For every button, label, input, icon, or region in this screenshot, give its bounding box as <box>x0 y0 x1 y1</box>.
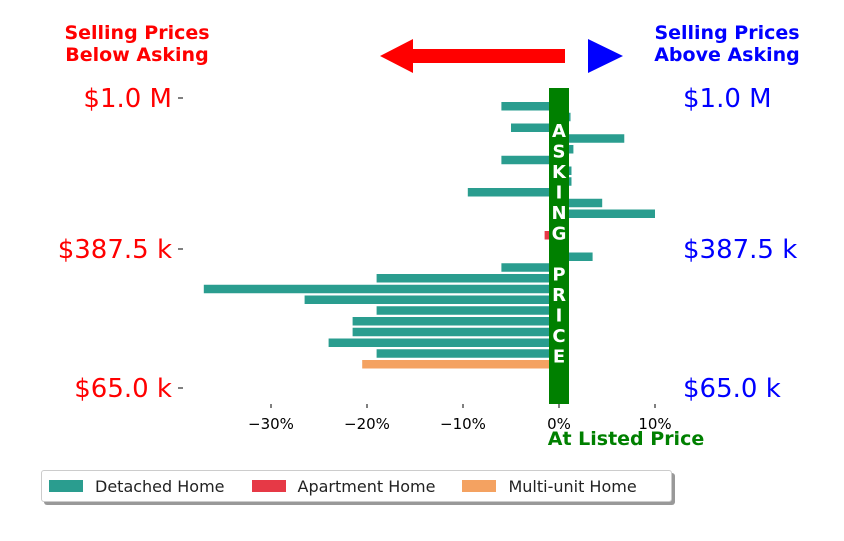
left-arrow-icon <box>380 39 565 73</box>
x-tick-label-4: 10% <box>638 415 671 433</box>
bar-23 <box>376 349 559 358</box>
bar-3 <box>559 134 625 143</box>
legend-item-1: Apartment Home <box>251 476 436 496</box>
legend-item-0: Detached Home <box>49 477 225 496</box>
bar-15 <box>501 263 559 272</box>
bar-20 <box>352 317 559 326</box>
band-letter-7: P <box>552 265 565 286</box>
legend-swatch-2 <box>462 480 497 492</box>
bar-5 <box>501 155 559 165</box>
band-letter-5: G <box>552 224 567 245</box>
bar-0 <box>501 102 559 111</box>
header-below-asking: Selling Prices Below Asking <box>40 22 234 66</box>
legend-label-2: Multi-unit Home <box>508 476 637 496</box>
bar-8 <box>467 188 559 197</box>
legend: Detached Home Apartment Home Multi-unit Ho… <box>41 470 672 502</box>
bar-17 <box>203 284 560 294</box>
header-below-asking-line1: Selling Prices <box>64 22 210 44</box>
legend-label-0: Detached Home <box>95 476 225 496</box>
x-tick-label-0: −30% <box>248 415 294 433</box>
bar-21 <box>352 327 559 337</box>
y-label-left-1: $387.5 k <box>58 235 172 265</box>
band-letter-2: K <box>552 162 567 183</box>
x-tick-label-1: −20% <box>344 415 390 433</box>
bar-22 <box>328 338 559 347</box>
bar-10 <box>559 209 655 218</box>
band-letter-3: I <box>556 183 563 204</box>
header-above-asking-line2: Above Asking <box>654 44 800 66</box>
right-arrow-icon <box>588 39 623 73</box>
bars-layer <box>203 102 655 369</box>
y-label-left-2: $65.0 k <box>74 374 172 404</box>
y-label-right-2: $65.0 k <box>683 374 781 404</box>
band-letter-8: R <box>552 285 566 306</box>
legend-swatch-0 <box>49 480 83 492</box>
y-label-right-0: $1.0 M <box>683 84 772 114</box>
y-label-left-0: $1.0 M <box>83 84 172 114</box>
band-letter-10: C <box>552 326 565 347</box>
x-tick-label-3: 0% <box>547 415 571 433</box>
header-above-asking: Selling Prices Above Asking <box>630 22 824 66</box>
legend-swatch-1 <box>251 480 286 492</box>
band-letter-11: E <box>553 347 565 368</box>
bar-2 <box>511 123 559 132</box>
legend-item-2: Multi-unit Home <box>462 476 637 496</box>
x-axis: −30% −20% −10% 0% 10% <box>248 404 672 433</box>
bar-19 <box>376 306 559 315</box>
bar-24 <box>362 360 559 369</box>
header-above-asking-line1: Selling Prices <box>654 22 800 44</box>
band-letter-4: N <box>551 203 566 224</box>
bar-14 <box>559 252 593 261</box>
x-tick-label-2: −10% <box>440 415 486 433</box>
bar-18 <box>304 295 559 304</box>
band-letter-1: S <box>553 142 566 163</box>
header-below-asking-line2: Below Asking <box>65 44 209 66</box>
bar-9 <box>559 198 603 208</box>
legend-label-1: Apartment Home <box>297 476 436 496</box>
y-axis-labels: $1.0 M $387.5 k $65.0 k $1.0 M $387.5 k $65.0… <box>58 84 798 404</box>
asking-price-band <box>549 88 569 404</box>
bar-16 <box>376 274 559 283</box>
y-label-right-1: $387.5 k <box>683 235 797 265</box>
band-letter-9: I <box>556 306 563 327</box>
band-letter-0: A <box>552 121 566 142</box>
at-listed-price-label: At Listed Price <box>548 428 704 450</box>
